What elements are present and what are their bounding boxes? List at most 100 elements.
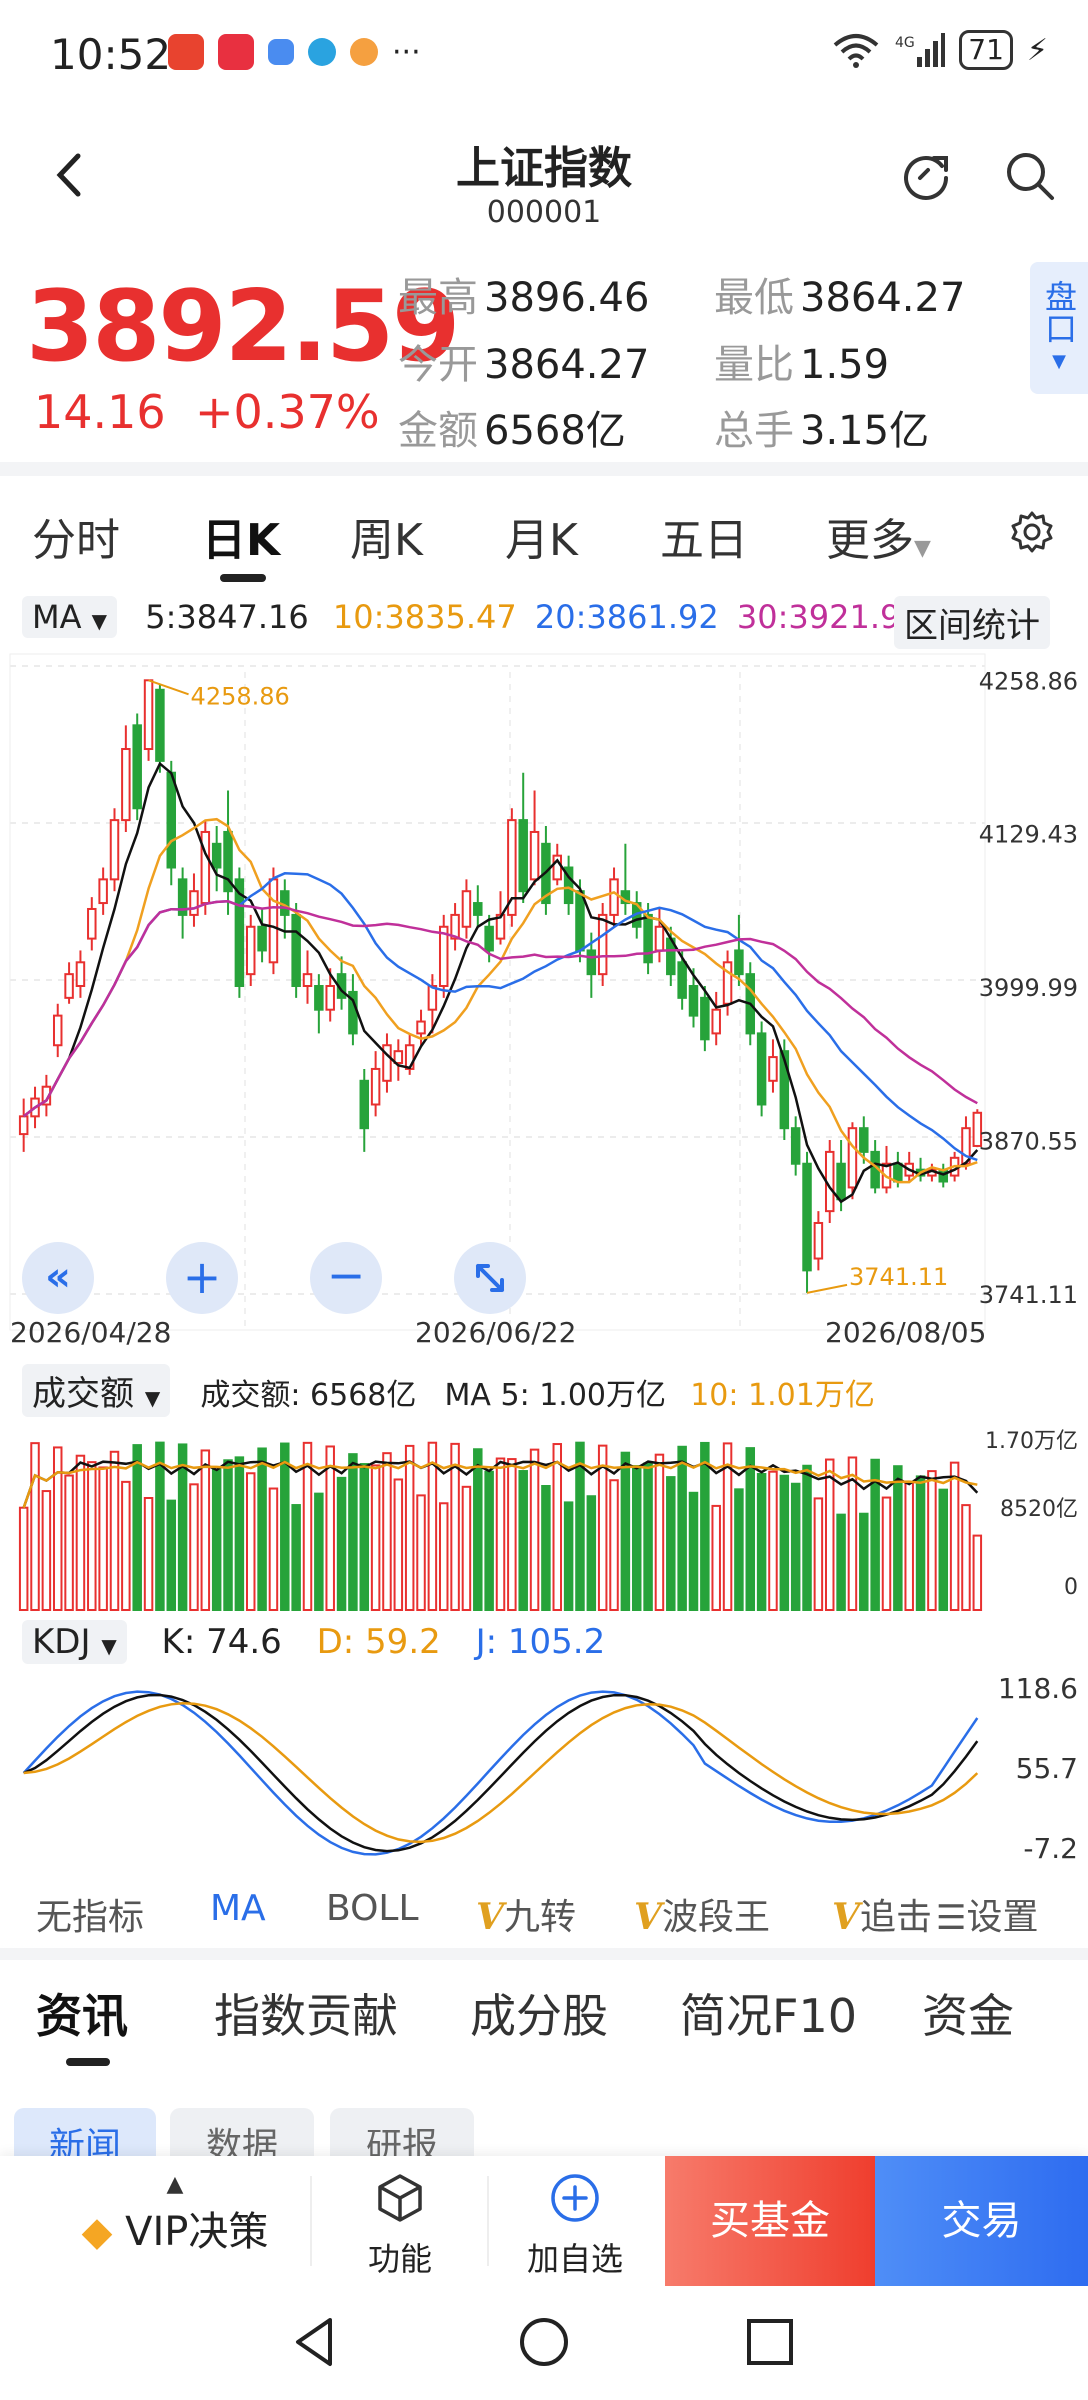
tab-news-info[interactable]: 资讯 bbox=[36, 1989, 128, 2043]
divider bbox=[0, 1948, 1088, 1960]
stock-code: 000001 bbox=[486, 195, 602, 230]
divider bbox=[0, 462, 1088, 476]
quote-high: 最高 3896.46 bbox=[398, 275, 650, 321]
candle-body bbox=[166, 771, 177, 869]
indicator-ma[interactable]: MA bbox=[210, 1888, 266, 1929]
candle-body bbox=[64, 973, 74, 999]
volume-chart[interactable]: 1.70万亿 8520亿 0 bbox=[0, 1414, 1088, 1614]
indicator-boduan[interactable]: V波段王 bbox=[634, 1896, 770, 1938]
settings-gear-icon[interactable] bbox=[1010, 510, 1054, 554]
candle-body bbox=[98, 878, 108, 905]
ma30-line bbox=[22, 900, 978, 1118]
ma30-value: 30:3921.93 bbox=[736, 598, 921, 636]
candle-body bbox=[189, 890, 199, 916]
candle-body bbox=[370, 1067, 381, 1106]
browser-icon bbox=[308, 38, 336, 66]
y-tick-label: 4129.43 bbox=[979, 821, 1078, 849]
volume-bar bbox=[427, 1441, 438, 1611]
indicator-none[interactable]: 无指标 bbox=[36, 1897, 145, 1938]
tab-daily-k[interactable]: 日K bbox=[202, 515, 281, 566]
active-tab-indicator bbox=[220, 574, 266, 582]
kdj-d: D: 59.2 bbox=[316, 1622, 441, 1662]
back-icon[interactable] bbox=[50, 150, 90, 200]
quote-open: 今开 3864.27 bbox=[398, 342, 650, 388]
volume-bar bbox=[552, 1443, 563, 1611]
x-tick-label: 2026/06/22 bbox=[415, 1316, 576, 1349]
add-watchlist-button[interactable]: 加自选 bbox=[510, 2170, 640, 2280]
volume-bar bbox=[177, 1443, 188, 1611]
candle-body bbox=[132, 724, 142, 810]
fullscreen-icon[interactable] bbox=[454, 1242, 526, 1314]
buy-fund-button[interactable]: 买基金 bbox=[665, 2156, 875, 2286]
candle-body bbox=[450, 913, 460, 940]
candlestick-chart[interactable]: 4258.86 4129.43 3999.99 3870.55 3741.11 4258.… bbox=[0, 650, 1088, 1350]
indicator-boll[interactable]: BOLL bbox=[326, 1888, 419, 1929]
function-button[interactable]: 功能 bbox=[340, 2170, 460, 2280]
settings-list-icon: ☰ bbox=[936, 1898, 967, 1938]
tab-five-day[interactable]: 五日 bbox=[660, 515, 748, 566]
ma10-value: 10:3835.47 bbox=[332, 598, 517, 636]
volume-bar bbox=[257, 1447, 267, 1612]
volume-bar bbox=[700, 1441, 710, 1611]
volume-selector[interactable]: 成交额 ▼ bbox=[22, 1364, 171, 1417]
kdj-selector[interactable]: KDJ ▼ bbox=[22, 1620, 127, 1664]
notification-icons: ··· bbox=[168, 34, 421, 70]
indicator-zhuigan[interactable]: V追击 bbox=[832, 1896, 932, 1938]
quote-total-hands: 总手 3.15亿 bbox=[714, 408, 930, 454]
indicator-settings[interactable]: ☰设置 bbox=[936, 1888, 1039, 1940]
candle-body bbox=[813, 1221, 824, 1260]
volume-bar bbox=[359, 1463, 370, 1611]
ma-legend: MA ▼ 5:3847.16 10:3835.47 20:3861.92 30:… bbox=[22, 596, 921, 638]
kdj-chart[interactable]: 118.6 55.7 -7.2 bbox=[0, 1668, 1088, 1868]
info-tab-indicator bbox=[66, 2058, 110, 2066]
kdj-d-line bbox=[23, 1701, 979, 1844]
tab-capital[interactable]: 资金 bbox=[922, 1989, 1014, 2043]
volume-bar bbox=[155, 1441, 165, 1612]
ma-selector[interactable]: MA ▼ bbox=[22, 596, 118, 638]
candle-body bbox=[257, 925, 267, 952]
indicator-jiuzhuan[interactable]: V九转 bbox=[476, 1896, 576, 1938]
chart-period-tabs: 分时 日K 周K 月K 五日 更多▼ bbox=[0, 494, 1088, 584]
tab-intraday[interactable]: 分时 bbox=[32, 515, 120, 566]
zoom-in-icon[interactable]: + bbox=[166, 1242, 238, 1314]
nav-home-icon[interactable] bbox=[516, 2314, 572, 2370]
kdj-j-line bbox=[22, 1690, 979, 1856]
search-icon[interactable] bbox=[1002, 148, 1058, 204]
scroll-left-icon[interactable]: « bbox=[22, 1242, 94, 1314]
candle-body bbox=[109, 819, 120, 881]
tab-weekly-k[interactable]: 周K bbox=[350, 515, 423, 566]
x-tick-label: 2026/04/28 bbox=[10, 1316, 171, 1349]
divider bbox=[487, 2176, 489, 2266]
tab-more[interactable]: 更多▼ bbox=[826, 515, 931, 566]
nav-back-icon[interactable] bbox=[290, 2314, 340, 2370]
volume-bar bbox=[518, 1470, 528, 1611]
max-annotation-line bbox=[148, 679, 189, 696]
tab-f10[interactable]: 简况F10 bbox=[680, 1989, 857, 2043]
candle-body bbox=[847, 1127, 858, 1189]
trade-button[interactable]: 交易 bbox=[875, 2156, 1088, 2286]
volume-bar bbox=[881, 1496, 892, 1611]
candle-body bbox=[756, 1032, 767, 1106]
refresh-icon[interactable] bbox=[898, 148, 954, 204]
tab-index-contribution[interactable]: 指数贡献 bbox=[214, 1989, 398, 2043]
tab-monthly-k[interactable]: 月K bbox=[505, 515, 578, 566]
zoom-out-icon[interactable]: − bbox=[310, 1242, 382, 1314]
ma5-value: 5:3847.16 bbox=[145, 598, 309, 636]
x-tick-label: 2026/08/05 bbox=[825, 1316, 986, 1349]
candle-body bbox=[382, 1044, 392, 1082]
dropdown-icon: ▼ bbox=[914, 536, 931, 561]
volume-bar bbox=[949, 1461, 960, 1612]
pankou-button[interactable]: 盘口 ▼ bbox=[1030, 262, 1088, 394]
tab-constituents[interactable]: 成分股 bbox=[470, 1989, 608, 2043]
range-stats-button[interactable]: 区间统计 bbox=[894, 596, 1050, 649]
vip-decision-button[interactable]: ▲ ◆ VIP决策 bbox=[40, 2172, 310, 2257]
candle-body bbox=[836, 1162, 846, 1201]
candle-body bbox=[790, 1127, 801, 1165]
y-tick-label: 4258.86 bbox=[979, 667, 1078, 695]
volume-bar bbox=[64, 1474, 74, 1612]
nav-recents-icon[interactable] bbox=[744, 2316, 796, 2368]
candle-body bbox=[121, 748, 131, 822]
candle-body bbox=[143, 679, 154, 751]
cloud-icon bbox=[350, 38, 378, 66]
volume-bar bbox=[575, 1441, 585, 1611]
